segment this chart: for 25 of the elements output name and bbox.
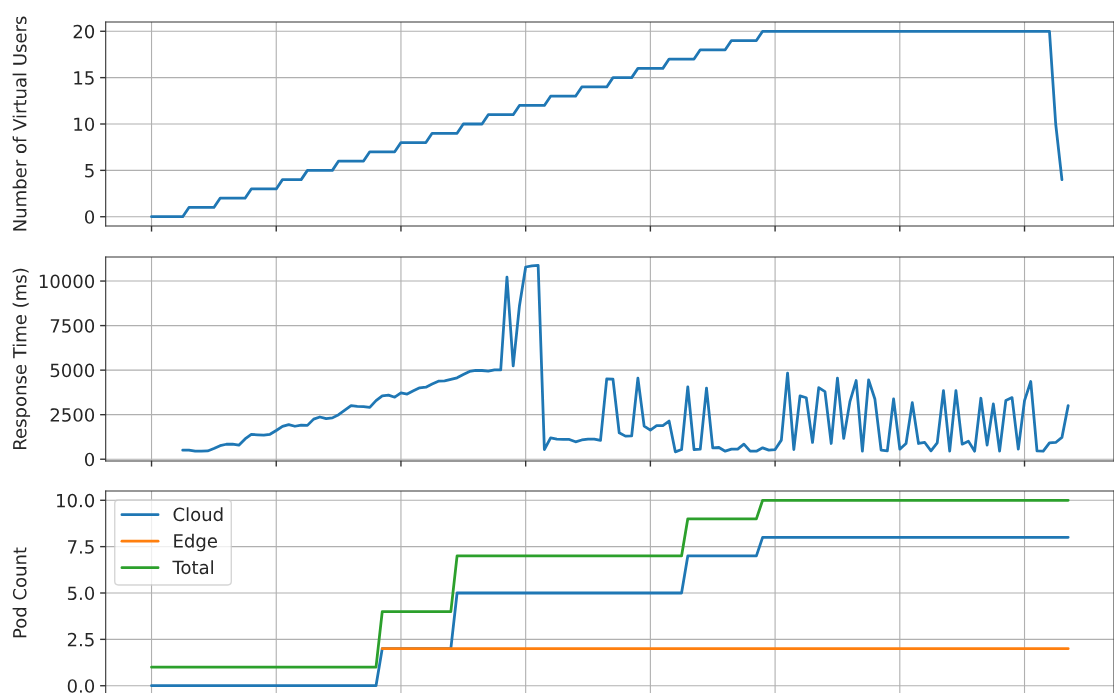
y-tick-label: 0 <box>84 210 95 224</box>
line-series <box>150 29 1064 219</box>
y-tick-label: 20 <box>73 24 95 39</box>
y-tick-label: 7.5 <box>68 540 94 554</box>
legend-label: Edge <box>174 533 217 552</box>
y-tick-label: 10.0 <box>57 493 95 508</box>
line-series <box>181 263 1070 454</box>
y-tick-label: 5 <box>85 164 94 178</box>
y-tick-label: 10000 <box>39 274 95 289</box>
y-tick-label: 5.0 <box>67 586 95 601</box>
line-series <box>150 535 1070 688</box>
legend-label: Cloud <box>173 507 223 522</box>
y-tick-label: 10 <box>74 117 95 132</box>
y-axis-title: Response Time (ms) <box>12 268 31 449</box>
line-series <box>150 498 1070 669</box>
y-axis-title: Number of Virtual Users <box>12 16 27 231</box>
y-tick-label: 2.5 <box>67 632 94 647</box>
y-tick-label: 7500 <box>50 319 95 333</box>
y-tick-label: 0 <box>84 452 95 467</box>
y-tick-label: 15 <box>74 71 94 85</box>
y-tick-label: 5000 <box>50 363 95 378</box>
y-axis-title: Pod Count <box>12 547 27 638</box>
legend-label: Total <box>172 560 213 575</box>
y-tick-label: 2500 <box>50 408 95 422</box>
y-tick-label: 0.0 <box>67 679 95 693</box>
